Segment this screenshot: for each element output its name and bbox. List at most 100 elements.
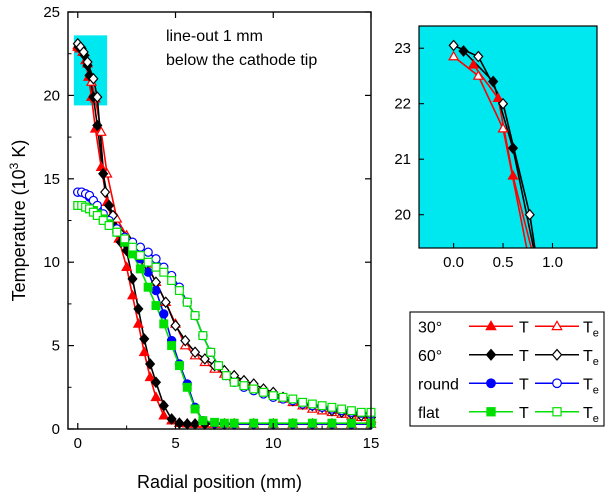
marker-60deg-T	[127, 273, 138, 285]
marker-flat-Te	[167, 276, 177, 286]
marker-60deg-Te	[170, 319, 181, 332]
legend-label-Te: Te	[583, 376, 599, 396]
inset-marker-30deg-Te	[448, 50, 460, 61]
inset-y-tick-label: 22	[394, 96, 411, 113]
legend-label-T: T	[519, 376, 529, 393]
marker-flat-Te	[317, 401, 327, 411]
marker-60deg-T	[174, 417, 185, 430]
marker-flat-Te	[143, 257, 153, 267]
main-chart: 0 5 10 15 0 5 10 15 20 25 Radial position (mm) Temp…	[7, 4, 379, 492]
marker-flat-Te	[221, 371, 231, 381]
x-tick-label: 5	[171, 435, 179, 452]
inset-marker-60deg-T	[507, 142, 519, 154]
marker-flat-T	[167, 341, 177, 351]
marker-flat-Te	[298, 397, 308, 407]
marker-60deg-T	[92, 119, 103, 132]
marker-60deg-T	[139, 333, 150, 345]
legend-marker-Te	[551, 348, 563, 361]
marker-30deg-Te	[95, 126, 107, 136]
marker-flat-Te	[268, 391, 278, 401]
marker-flat-Te	[346, 406, 356, 416]
marker-60deg-Te	[82, 56, 93, 68]
marker-flat-T	[135, 264, 145, 274]
marker-flat-Te	[206, 347, 216, 357]
legend-label-Te-sub: e	[593, 356, 599, 368]
marker-flat-Te	[239, 381, 249, 391]
marker-flat-T	[307, 418, 317, 428]
marker-flat-Te	[356, 407, 366, 417]
legend-label-T: T	[519, 319, 529, 336]
inset-marker-60deg-Te	[524, 208, 535, 221]
legend-marker-T	[485, 348, 497, 361]
marker-flat-T	[151, 301, 161, 311]
annotation-line: below the cathode tip	[166, 52, 317, 69]
marker-round-Te	[135, 242, 146, 252]
marker-flat-T	[143, 282, 153, 292]
inset-chart: 0.0 0.5 1.0 20 21 22 23	[394, 25, 598, 271]
marker-flat-Te	[327, 402, 337, 412]
marker-flat-Te	[120, 234, 130, 244]
inset-marker-30deg-T	[492, 92, 504, 102]
marker-60deg-T	[150, 376, 162, 389]
marker-60deg-T	[158, 399, 169, 412]
marker-flat-Te	[98, 216, 108, 225]
marker-30deg-T	[95, 161, 107, 171]
inset-x-tick-label: 0.0	[443, 254, 464, 271]
marker-round-Te	[151, 254, 161, 264]
marker-round-T	[151, 285, 161, 296]
legend-label-Te: Te	[583, 348, 599, 368]
inset-marker-60deg-Te	[448, 39, 459, 52]
marker-flat-Te	[259, 387, 268, 397]
marker-30deg-T	[144, 371, 156, 382]
legend-group-label: 60°	[418, 348, 442, 365]
marker-flat-Te	[182, 297, 192, 307]
annotation-line: line-out 1 mm	[166, 28, 263, 45]
marker-flat-Te	[112, 227, 122, 237]
marker-60deg-T	[166, 413, 177, 425]
inset-marker-30deg-T	[507, 169, 519, 180]
legend-label-Te-main: T	[583, 348, 593, 365]
y-axis-title-tail: K)	[9, 140, 29, 163]
inset-marker-30deg-T	[467, 58, 479, 69]
inset-y-tick-label: 20	[394, 207, 411, 224]
legend-marker-Te	[552, 378, 562, 389]
y-axis-title: Temperature (103 K)	[7, 140, 29, 302]
inset-x-tick-label: 0.5	[493, 254, 514, 271]
legend-label-Te-main: T	[583, 319, 593, 336]
legend-marker-T	[485, 320, 497, 331]
legend-marker-T	[486, 407, 496, 417]
legend-label-Te-main: T	[583, 405, 593, 422]
marker-flat-Te	[249, 384, 259, 394]
marker-flat-Te	[151, 262, 161, 272]
marker-flat-Te	[229, 377, 239, 387]
marker-round-Te	[143, 247, 153, 257]
x-tick-label: 0	[74, 435, 82, 452]
marker-flat-Te	[278, 392, 288, 402]
y-tick-label: 25	[43, 4, 60, 21]
marker-flat-T	[288, 418, 298, 428]
marker-30deg-T	[138, 346, 150, 357]
x-axis-title: Radial position (mm)	[137, 472, 302, 492]
marker-30deg-T	[121, 261, 133, 272]
y-tick-label: 15	[43, 171, 60, 188]
marker-30deg-T	[126, 289, 139, 300]
marker-60deg-Te	[180, 334, 191, 347]
marker-flat-Te	[135, 251, 145, 260]
marker-flat-Te	[159, 267, 169, 277]
marker-30deg-T	[158, 409, 170, 420]
marker-flat-Te	[174, 286, 184, 296]
y-tick-label: 20	[43, 87, 60, 104]
legend-group-label: 30°	[418, 319, 442, 336]
inset-background	[419, 26, 597, 248]
legend-label-T: T	[519, 405, 529, 422]
marker-60deg-T	[98, 167, 109, 180]
marker-flat-Te	[337, 404, 347, 414]
marker-round-T	[143, 267, 153, 277]
inset-y-tick-label: 21	[394, 151, 411, 168]
marker-flat-Te	[128, 242, 137, 252]
marker-flat-T	[210, 417, 220, 427]
y-tick-label: 5	[52, 338, 60, 355]
marker-round-T	[159, 309, 169, 319]
